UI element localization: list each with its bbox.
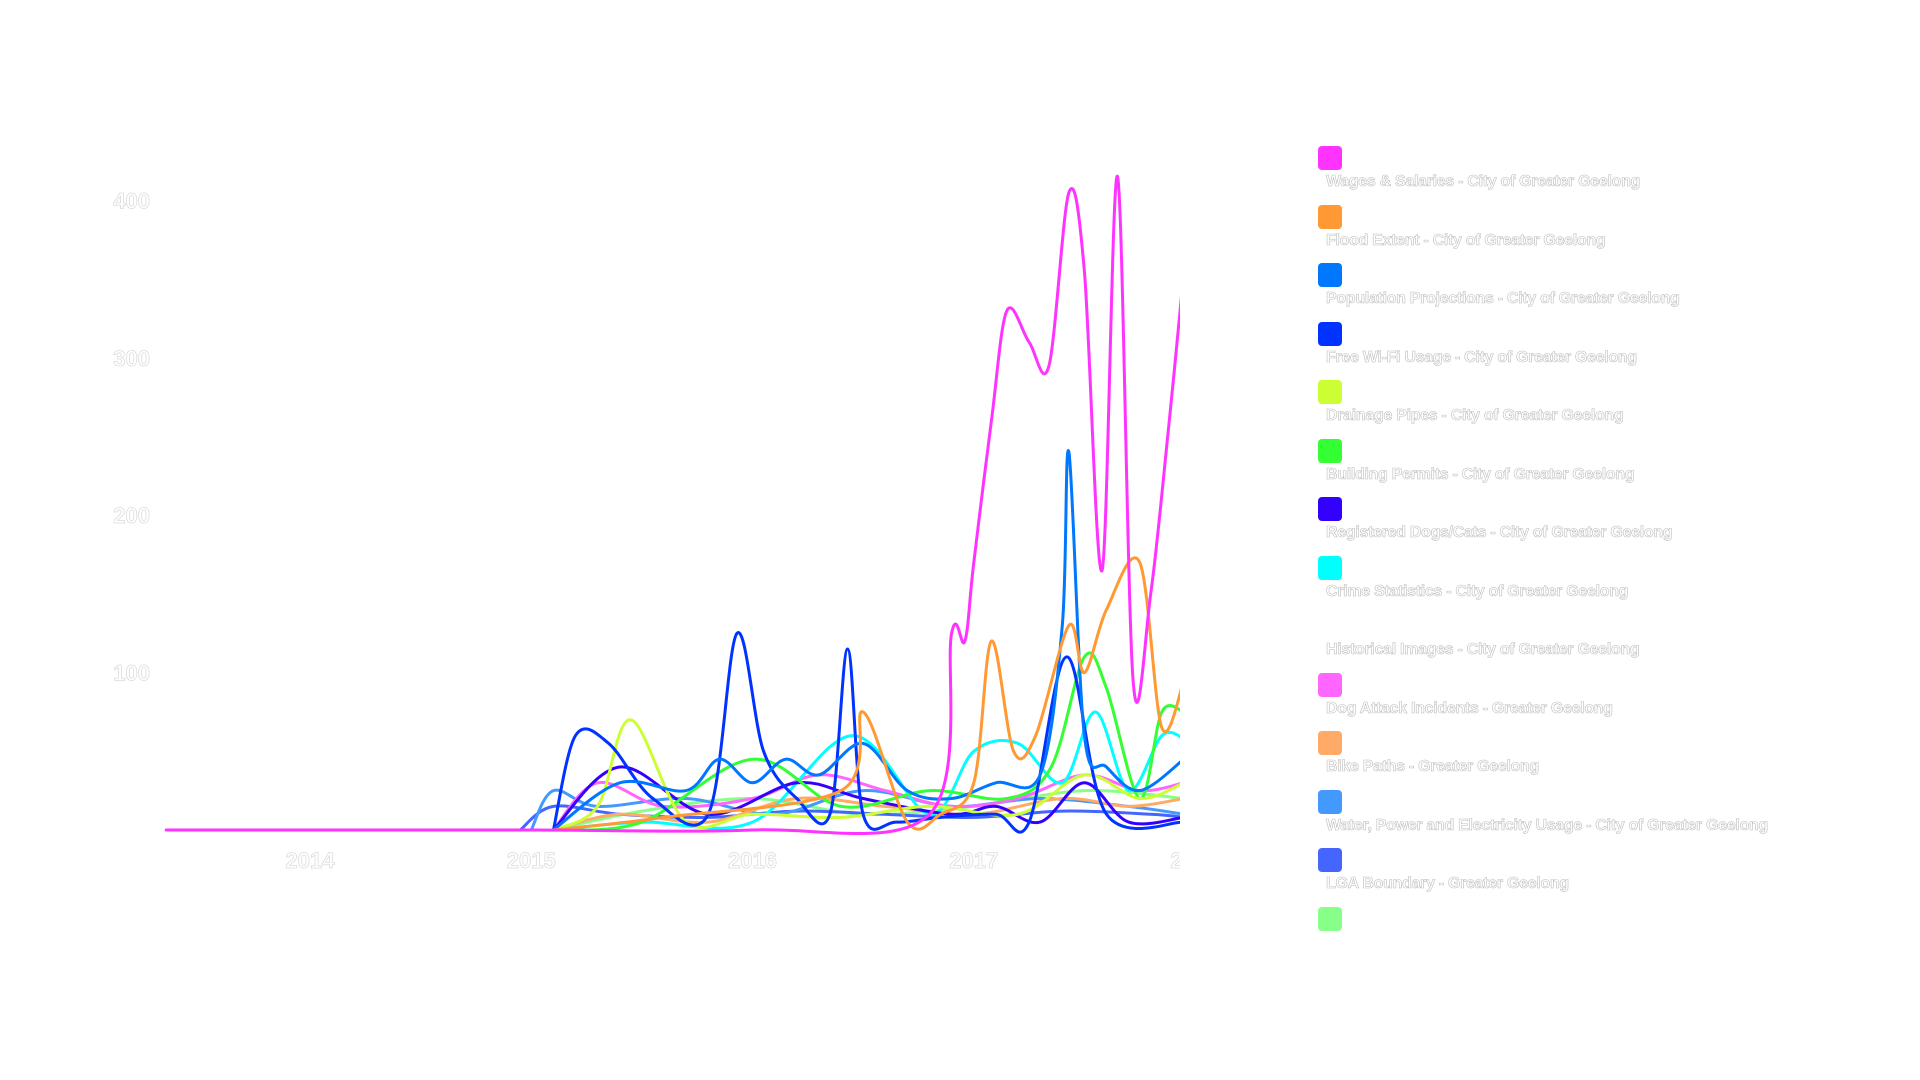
legend-item[interactable]: Water, Power and Electricity Usage - Cit… (1318, 784, 1858, 843)
legend-swatch (1318, 731, 1342, 755)
series-line-0 (164, 175, 1180, 835)
legend-item[interactable]: Free Wi-Fi Usage - City of Greater Geelo… (1318, 316, 1858, 375)
series-line-12 (518, 804, 1180, 832)
x-tick-label: 2016 (728, 848, 777, 873)
legend-item[interactable] (1318, 901, 1858, 960)
legend-swatch (1318, 146, 1342, 170)
legend-label: Registered Dogs/Cats - City of Greater G… (1326, 524, 1673, 542)
legend-label: LGA Boundary - Greater Geelong (1326, 875, 1570, 893)
legend-item[interactable]: Flood Extent - City of Greater Geelong (1318, 199, 1858, 258)
legend-item[interactable]: Population Projections - City of Greater… (1318, 257, 1858, 316)
x-axis-ticks: 2014 2015 2016 2017 2018 (285, 848, 1180, 874)
legend-label: Historical Images - City of Greater Geel… (1326, 641, 1640, 659)
legend-label: Population Projections - City of Greater… (1326, 290, 1681, 308)
legend-swatch (1318, 204, 1342, 229)
series-line-4 (551, 718, 1180, 832)
legend-swatch (1318, 497, 1342, 521)
y-axis-ticks: 100 200 300 400 (113, 188, 151, 686)
legend-label: Dog Attack Incidents - Greater Geelong (1326, 699, 1614, 717)
series-line-8 (551, 823, 1180, 832)
legend-swatch (1318, 614, 1342, 638)
series-line-3 (551, 631, 1180, 834)
legend-swatch (1318, 848, 1342, 872)
y-tick-label: 300 (113, 346, 150, 371)
legend-item[interactable]: Dog Attack Incidents - Greater Geelong (1318, 667, 1858, 726)
x-tick-label: 2017 (949, 848, 998, 873)
legend-label: Wages & Salaries - City of Greater Geelo… (1326, 173, 1641, 191)
y-tick-label: 200 (113, 503, 150, 528)
legend-label: Drainage Pipes - City of Greater Geelong (1326, 407, 1624, 425)
legend-swatch (1318, 672, 1342, 697)
y-tick-label: 100 (113, 661, 150, 686)
legend-swatch (1318, 321, 1342, 346)
legend-label: Crime Statistics - City of Greater Geelo… (1326, 582, 1629, 600)
legend-item[interactable]: Crime Statistics - City of Greater Geelo… (1318, 550, 1858, 609)
legend-label: Flood Extent - City of Greater Geelong (1326, 231, 1606, 249)
series-line-10 (551, 796, 1180, 832)
legend-swatch (1318, 789, 1342, 814)
y-tick-label: 400 (113, 188, 150, 213)
line-chart: 2014 2015 2016 2017 2018 100 200 300 400 (113, 175, 1180, 874)
legend-item[interactable]: Registered Dogs/Cats - City of Greater G… (1318, 491, 1858, 550)
x-tick-label: 2015 (507, 848, 556, 873)
x-tick-label: 2018 (1171, 848, 1180, 873)
series-lines (164, 175, 1180, 835)
legend-swatch (1318, 906, 1342, 931)
series-line-7 (551, 710, 1180, 832)
legend-label: Water, Power and Electricity Usage - Cit… (1326, 816, 1769, 834)
x-tick-label: 2014 (286, 848, 336, 873)
series-line-2 (551, 449, 1180, 832)
legend-swatch (1318, 380, 1342, 404)
legend-label: Building Permits - City of Greater Geelo… (1326, 465, 1635, 483)
legend-swatch (1318, 555, 1342, 580)
legend-item[interactable]: Bike Paths - Greater Geelong (1318, 725, 1858, 784)
legend: Wages & Salaries - City of Greater Geelo… (1318, 140, 1858, 959)
legend-item[interactable]: Historical Images - City of Greater Geel… (1318, 608, 1858, 667)
legend-item[interactable]: LGA Boundary - Greater Geelong (1318, 842, 1858, 901)
legend-label: Free Wi-Fi Usage - City of Greater Geelo… (1326, 348, 1638, 366)
legend-item[interactable]: Drainage Pipes - City of Greater Geelong (1318, 374, 1858, 433)
legend-item[interactable]: Building Permits - City of Greater Geelo… (1318, 433, 1858, 492)
legend-swatch (1318, 263, 1342, 287)
legend-item[interactable]: Wages & Salaries - City of Greater Geelo… (1318, 140, 1858, 199)
legend-swatch (1318, 438, 1342, 463)
legend-label: Bike Paths - Greater Geelong (1326, 758, 1540, 776)
